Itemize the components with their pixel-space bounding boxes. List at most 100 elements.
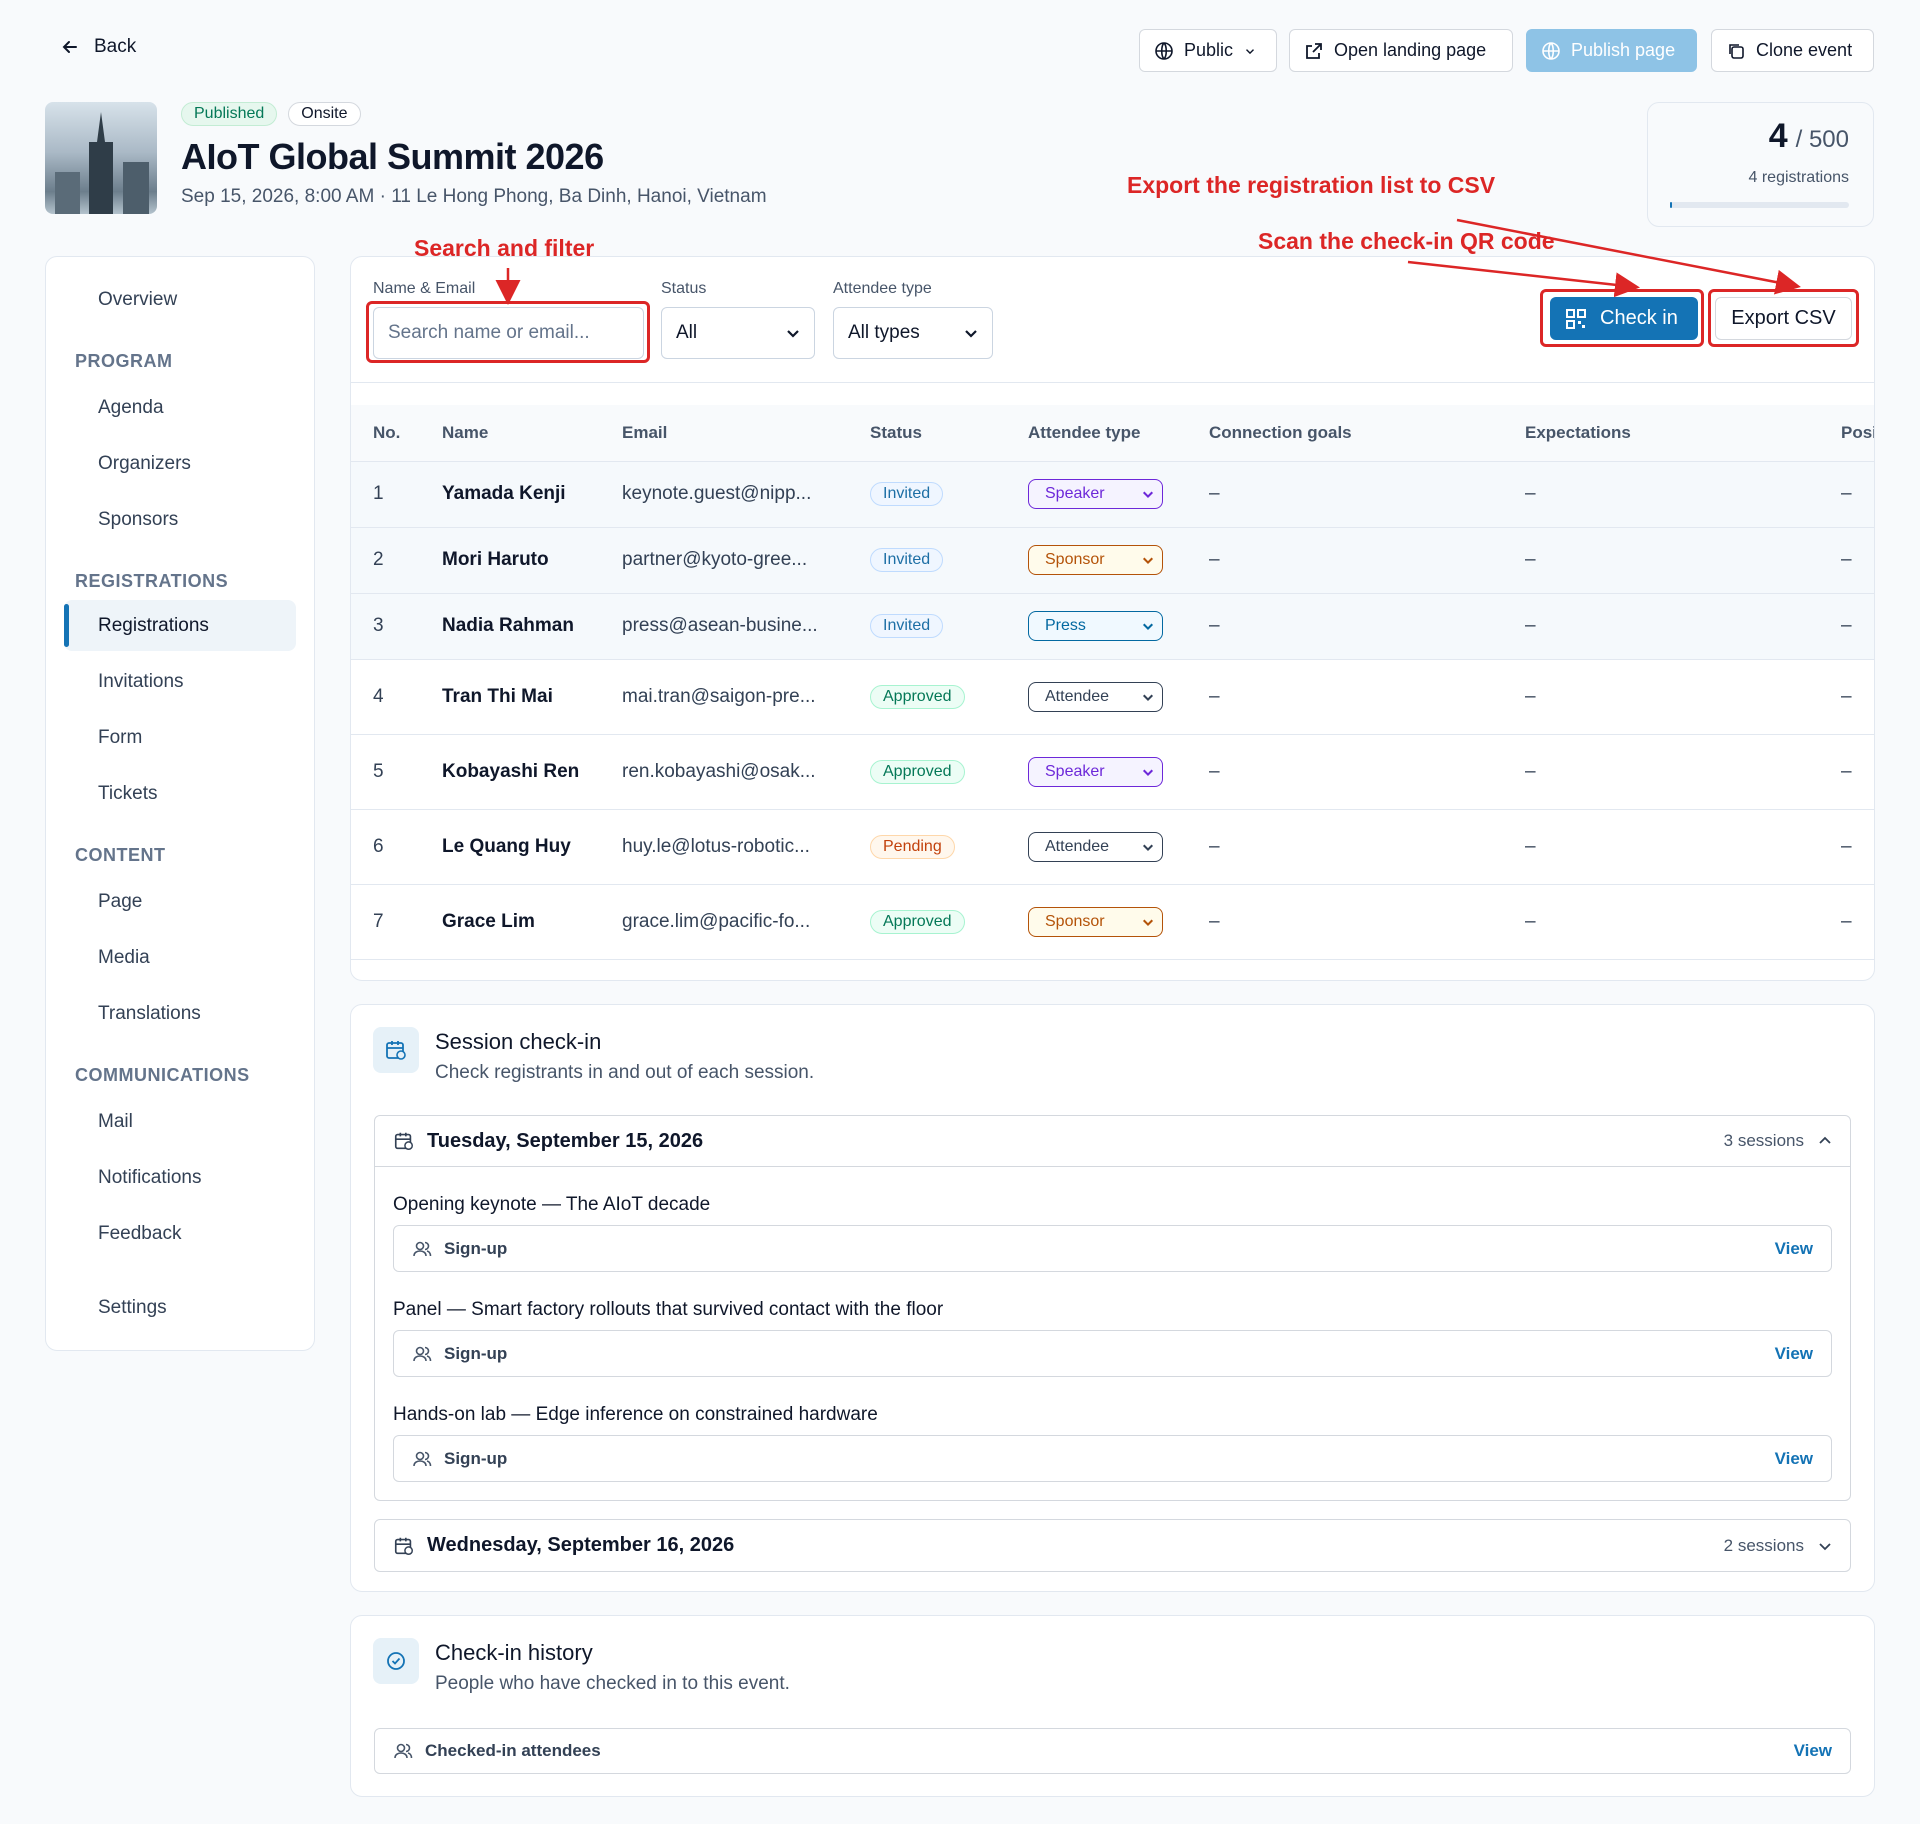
type-select[interactable]: Speaker — [1028, 756, 1163, 787]
type-value: All types — [848, 322, 920, 343]
day-date: Tuesday, September 15, 2026 — [427, 1129, 704, 1152]
nav-item[interactable]: Form — [98, 727, 143, 748]
check-in-label: Check in — [1600, 307, 1678, 329]
publish-label: Publish page — [1571, 40, 1676, 60]
session-count-label: 3 sessions — [1723, 1131, 1804, 1150]
nav-item[interactable]: Settings — [98, 1297, 167, 1318]
table-wrap: No. Name Email Status Attendee type Connectio… — [351, 405, 1874, 960]
registrations-table: No. Name Email Status Attendee type Connectio… — [351, 405, 1874, 960]
sidebar: Overview PROGRAM Agenda Organizers Sponsors… — [45, 256, 315, 1351]
status-badge: Approved — [870, 909, 965, 934]
row-number: 1 — [351, 461, 420, 528]
type-value: Sponsor — [1045, 912, 1105, 930]
nav-item[interactable]: Mail — [98, 1111, 133, 1132]
connection-goals: – — [1187, 527, 1503, 594]
event-thumbnail — [45, 102, 157, 214]
nav-item[interactable]: Sponsors — [98, 509, 179, 530]
capacity-bar — [1670, 202, 1849, 208]
section-title: Session check-in — [435, 1029, 602, 1054]
attendee-email: mai.tran@saigon-pre... — [600, 659, 848, 735]
capacity-count: 4 — [1768, 117, 1788, 155]
status-badge: Invited — [870, 482, 944, 506]
table-row: 4 Tran Thi Mai mai.tran@saigon-pre... Appro… — [351, 659, 1874, 735]
section-title: Check-in history — [435, 1640, 593, 1665]
session-title: Hands-on lab — Edge inference on constra… — [393, 1404, 878, 1425]
publish-button[interactable]: Publish page — [1526, 29, 1697, 72]
capacity-label: 4 registrations — [1748, 169, 1850, 186]
attendee-name: Mori Haruto — [420, 527, 600, 594]
back-label: Back — [94, 36, 137, 57]
type-select[interactable]: Sponsor — [1028, 545, 1163, 575]
nav-item[interactable]: Page — [98, 891, 143, 912]
type-cell: Attendee — [1006, 809, 1187, 885]
table-body: 1 Yamada Kenji keynote.guest@nipp... Invite… — [351, 461, 1874, 960]
day-date: Wednesday, September 16, 2026 — [427, 1534, 735, 1556]
nav-item[interactable]: Invitations — [98, 671, 184, 692]
history-row-label: Checked-in attendees — [425, 1741, 601, 1760]
export-label: Export CSV — [1731, 307, 1836, 329]
session-row: Sign-up View — [393, 1225, 1832, 1272]
type-select[interactable]: All types — [833, 307, 993, 359]
table-row: 6 Le Quang Huy huy.le@lotus-robotic... Pend… — [351, 809, 1874, 885]
status-badge: Invited — [870, 548, 944, 572]
row-number: 5 — [351, 734, 420, 810]
row-number: 3 — [351, 593, 420, 660]
type-select[interactable]: Press — [1028, 611, 1163, 641]
nav-groups: PROGRAM Agenda Organizers Sponsors REGISTRAT… — [46, 346, 314, 1262]
attendee-email: grace.lim@pacific-fo... — [600, 884, 848, 960]
type-select[interactable]: Speaker — [1028, 479, 1163, 509]
open-landing-button[interactable]: Open landing page — [1289, 29, 1513, 72]
nav-heading: REGISTRATIONS — [75, 570, 229, 591]
status-cell: Invited — [848, 527, 1006, 594]
connection-goals: – — [1187, 659, 1503, 735]
type-value: Attendee — [1045, 687, 1110, 705]
export-button[interactable]: Export CSV — [1715, 297, 1852, 340]
nav-heading: COMMUNICATIONS — [75, 1064, 250, 1085]
expectations: – — [1503, 527, 1819, 594]
type-select[interactable]: Attendee — [1028, 831, 1163, 862]
type-select[interactable]: Sponsor — [1028, 906, 1163, 937]
status-select[interactable]: All — [661, 307, 815, 359]
clone-button[interactable]: Clone event — [1711, 29, 1874, 72]
annotation: Scan the check-in QR code — [1258, 228, 1555, 254]
connection-goals: – — [1187, 593, 1503, 660]
view-link[interactable]: View — [1774, 1238, 1813, 1258]
expectations: – — [1503, 461, 1819, 528]
connection-goals: – — [1187, 809, 1503, 885]
capacity-fill — [1670, 202, 1672, 208]
view-link[interactable]: View — [1774, 1343, 1813, 1363]
nav-item[interactable]: Overview — [98, 289, 178, 310]
day-header[interactable]: Wednesday, September 16, 2026 2 sessions — [375, 1520, 1850, 1571]
status-value: All — [676, 322, 698, 343]
session-row-label: Sign-up — [444, 1238, 508, 1258]
nav-item[interactable]: Organizers — [98, 453, 191, 474]
view-link[interactable]: View — [1774, 1448, 1813, 1468]
nav-item[interactable]: Media — [98, 947, 150, 968]
section-subtitle: Check registrants in and out of each ses… — [435, 1062, 815, 1083]
type-select[interactable]: Attendee — [1028, 681, 1163, 712]
nav-item[interactable]: Agenda — [98, 397, 164, 418]
nav-item[interactable]: Feedback — [98, 1223, 182, 1244]
attendee-email: press@asean-busine... — [600, 593, 848, 660]
row-number: 4 — [351, 659, 420, 735]
nav-item[interactable]: Tickets — [98, 783, 158, 804]
type-cell: Attendee — [1006, 659, 1187, 735]
nav-item[interactable]: Registrations — [64, 600, 296, 651]
session-row: Sign-up View — [393, 1330, 1832, 1377]
day-header[interactable]: Tuesday, September 15, 2026 3 sessions — [375, 1116, 1850, 1167]
view-link[interactable]: View — [1793, 1741, 1832, 1760]
table-row: 7 Grace Lim grace.lim@pacific-fo... Approve… — [351, 884, 1874, 960]
search-input[interactable]: Search name or email... — [373, 307, 644, 359]
back-button[interactable]: Back — [60, 36, 136, 58]
nav-item[interactable]: Translations — [98, 1003, 201, 1024]
status-badge: Approved — [870, 684, 965, 709]
check-in-button[interactable]: Check in — [1550, 297, 1698, 340]
session-row: Sign-up View — [393, 1435, 1832, 1482]
column-header: Connection goals — [1187, 405, 1503, 462]
type-value: Speaker — [1045, 762, 1105, 780]
status-badge: Invited — [870, 614, 944, 638]
visibility-select[interactable]: Public — [1139, 29, 1277, 72]
session-count: 3 sessions — [1724, 1131, 1832, 1151]
nav-item[interactable]: Notifications — [98, 1167, 202, 1188]
session-title: Opening keynote — The AIoT decade — [393, 1194, 711, 1215]
